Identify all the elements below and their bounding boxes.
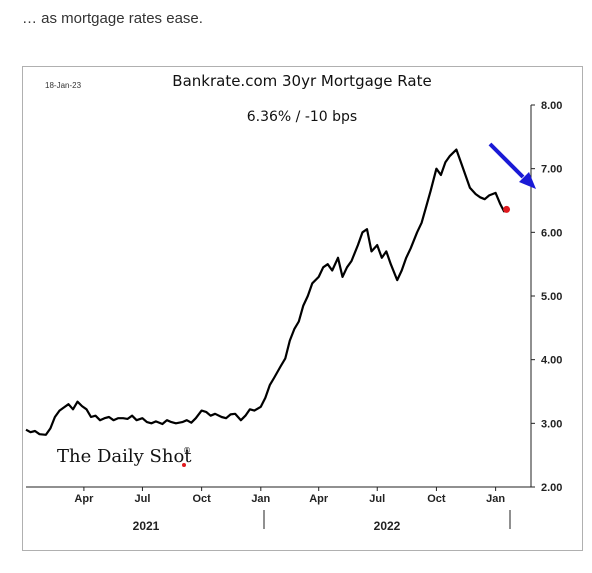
x-tick-label: Jul: [134, 493, 150, 505]
chart-frame: 18-Jan-23 Bankrate.com 30yr Mortgage Rat…: [22, 66, 583, 551]
y-tick-label: 2.00: [541, 482, 562, 494]
y-tick-label: 3.00: [541, 418, 562, 430]
logo-registered-mark: ®: [183, 446, 191, 455]
x-tick-label: Oct: [427, 493, 446, 505]
series-line: [25, 148, 508, 436]
last-point-marker: [503, 205, 511, 213]
x-tick-label: Oct: [192, 493, 211, 505]
axes: [26, 105, 532, 488]
y-tick-label: 4.00: [541, 355, 562, 367]
y-tick-label: 8.00: [541, 100, 562, 112]
x-tick-label: Apr: [74, 493, 94, 505]
x-tick-label: Jul: [369, 493, 385, 505]
chart-subtitle: 6.36% / -10 bps: [247, 109, 357, 125]
x-tick-label: Apr: [309, 493, 329, 505]
y-tick-label: 6.00: [541, 227, 562, 239]
caption: … as mortgage rates ease.: [22, 10, 203, 27]
y-tick-label: 5.00: [541, 291, 562, 303]
x-tick-label: Jan: [486, 493, 505, 505]
the-daily-shot-logo: The Daily Shot: [57, 446, 192, 467]
mortgage-rate-chart: 18-Jan-23 Bankrate.com 30yr Mortgage Rat…: [25, 72, 562, 533]
date-label: 18-Jan-23: [45, 81, 82, 90]
y-axis-ticks: 2.00 3.00 4.00 5.00 6.00 7.00 8.00: [531, 100, 562, 494]
logo-dot: [182, 463, 186, 467]
x-axis-ticks: Apr Jul Oct Jan Apr Jul Oct Jan: [74, 487, 505, 505]
x-tick-label: Jan: [251, 493, 270, 505]
trend-arrow-icon: [488, 142, 536, 189]
chart-title: Bankrate.com 30yr Mortgage Rate: [172, 72, 431, 90]
year-label-2021: 2021: [133, 519, 160, 533]
y-tick-label: 7.00: [541, 164, 562, 176]
year-label-2022: 2022: [374, 519, 401, 533]
